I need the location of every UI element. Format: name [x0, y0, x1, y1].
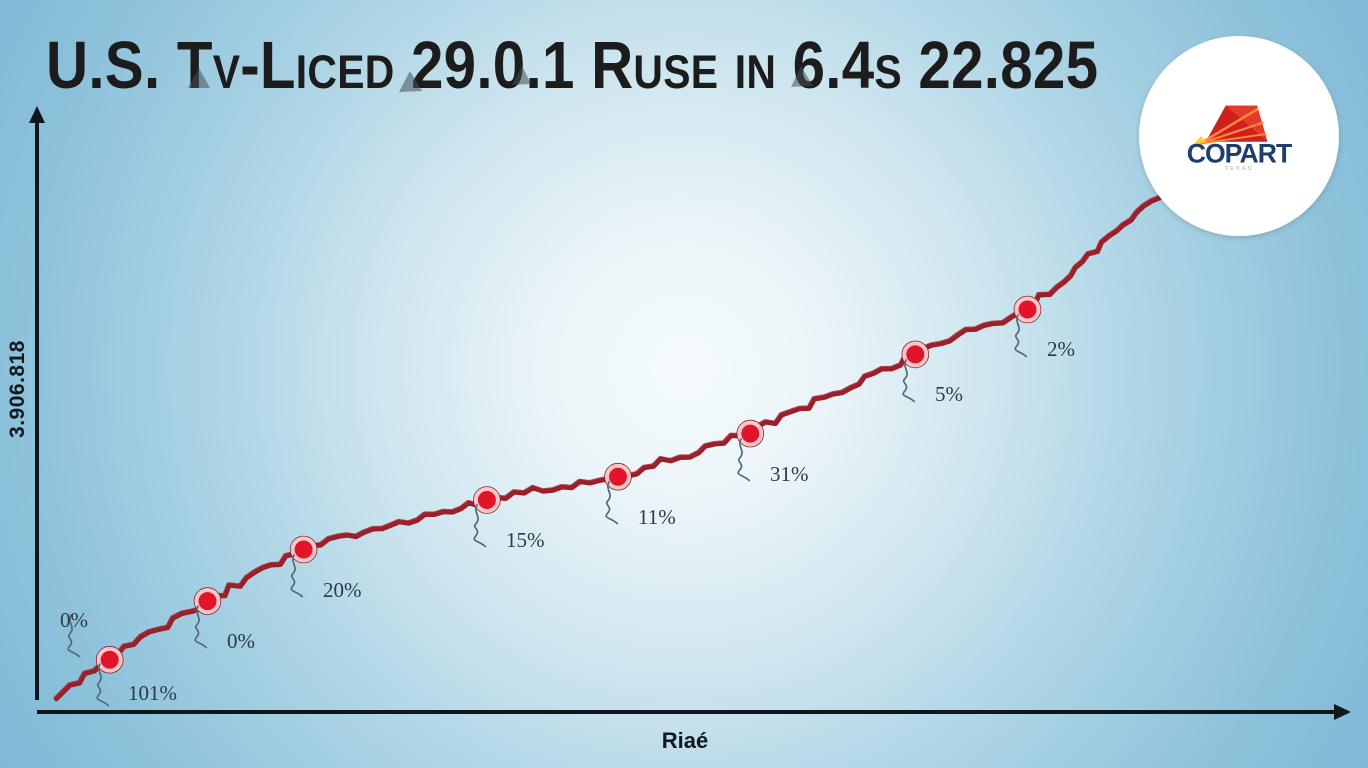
svg-text:101%: 101% [128, 681, 177, 705]
svg-text:20%: 20% [323, 578, 362, 602]
svg-text:31%: 31% [770, 462, 809, 486]
svg-text:COPART: COPART [1187, 139, 1292, 169]
svg-text:15%: 15% [506, 528, 545, 552]
svg-text:TEXAS: TEXAS [1225, 166, 1253, 172]
svg-text:11%: 11% [638, 505, 676, 529]
svg-text:2%: 2% [1047, 337, 1075, 361]
svg-text:0%: 0% [60, 608, 88, 632]
svg-text:5%: 5% [935, 382, 963, 406]
svg-text:0%: 0% [227, 629, 255, 653]
